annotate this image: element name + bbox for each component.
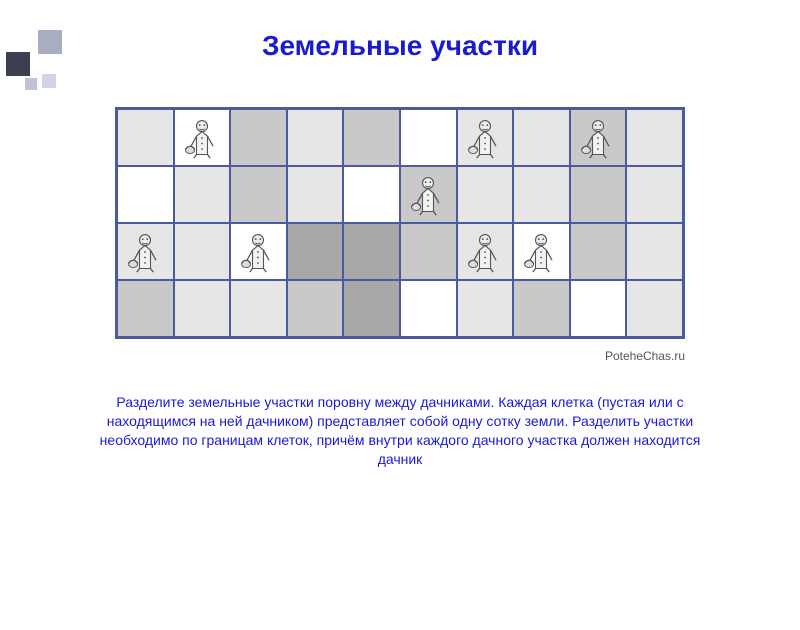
land-grid xyxy=(117,109,683,337)
grid-cell xyxy=(117,280,174,337)
grid-cell xyxy=(287,109,344,166)
page-title: Земельные участки xyxy=(0,30,800,62)
grid-cell xyxy=(230,109,287,166)
grid-cell xyxy=(400,280,457,337)
grid-cell xyxy=(117,109,174,166)
farmer-icon xyxy=(180,116,224,160)
grid-cell xyxy=(626,166,683,223)
grid-cell xyxy=(174,280,231,337)
grid-cell xyxy=(174,166,231,223)
grid-cell xyxy=(174,223,231,280)
grid-cell xyxy=(287,280,344,337)
grid-cell xyxy=(457,166,514,223)
farmer-icon xyxy=(406,173,450,217)
grid-cell-farmer xyxy=(570,109,627,166)
puzzle-description: Разделите земельные участки поровну межд… xyxy=(90,393,710,469)
grid-cell xyxy=(457,280,514,337)
grid-cell xyxy=(287,166,344,223)
grid-cell xyxy=(513,166,570,223)
grid-cell xyxy=(400,223,457,280)
grid-cell-farmer xyxy=(174,109,231,166)
grid-cell xyxy=(230,166,287,223)
grid-cell xyxy=(343,223,400,280)
grid-cell-farmer xyxy=(457,109,514,166)
land-grid-container xyxy=(115,107,685,339)
grid-cell xyxy=(570,280,627,337)
grid-cell xyxy=(117,166,174,223)
grid-cell-farmer xyxy=(513,223,570,280)
grid-cell xyxy=(230,280,287,337)
farmer-icon xyxy=(519,230,563,274)
grid-cell-farmer xyxy=(457,223,514,280)
farmer-icon xyxy=(463,230,507,274)
farmer-icon xyxy=(123,230,167,274)
watermark: PoteheChas.ru xyxy=(115,349,685,363)
farmer-icon xyxy=(463,116,507,160)
grid-cell-farmer xyxy=(400,166,457,223)
deco-square xyxy=(6,52,30,76)
grid-cell xyxy=(513,280,570,337)
grid-cell-farmer xyxy=(230,223,287,280)
grid-cell xyxy=(343,166,400,223)
farmer-icon xyxy=(236,230,280,274)
grid-cell xyxy=(626,223,683,280)
grid-cell xyxy=(570,223,627,280)
grid-cell xyxy=(343,109,400,166)
deco-square xyxy=(25,78,37,90)
grid-cell-farmer xyxy=(117,223,174,280)
grid-cell xyxy=(626,109,683,166)
deco-square xyxy=(42,74,56,88)
deco-square xyxy=(38,30,62,54)
grid-cell xyxy=(287,223,344,280)
grid-cell xyxy=(626,280,683,337)
grid-cell xyxy=(343,280,400,337)
grid-cell xyxy=(400,109,457,166)
farmer-icon xyxy=(576,116,620,160)
grid-cell xyxy=(513,109,570,166)
grid-cell xyxy=(570,166,627,223)
